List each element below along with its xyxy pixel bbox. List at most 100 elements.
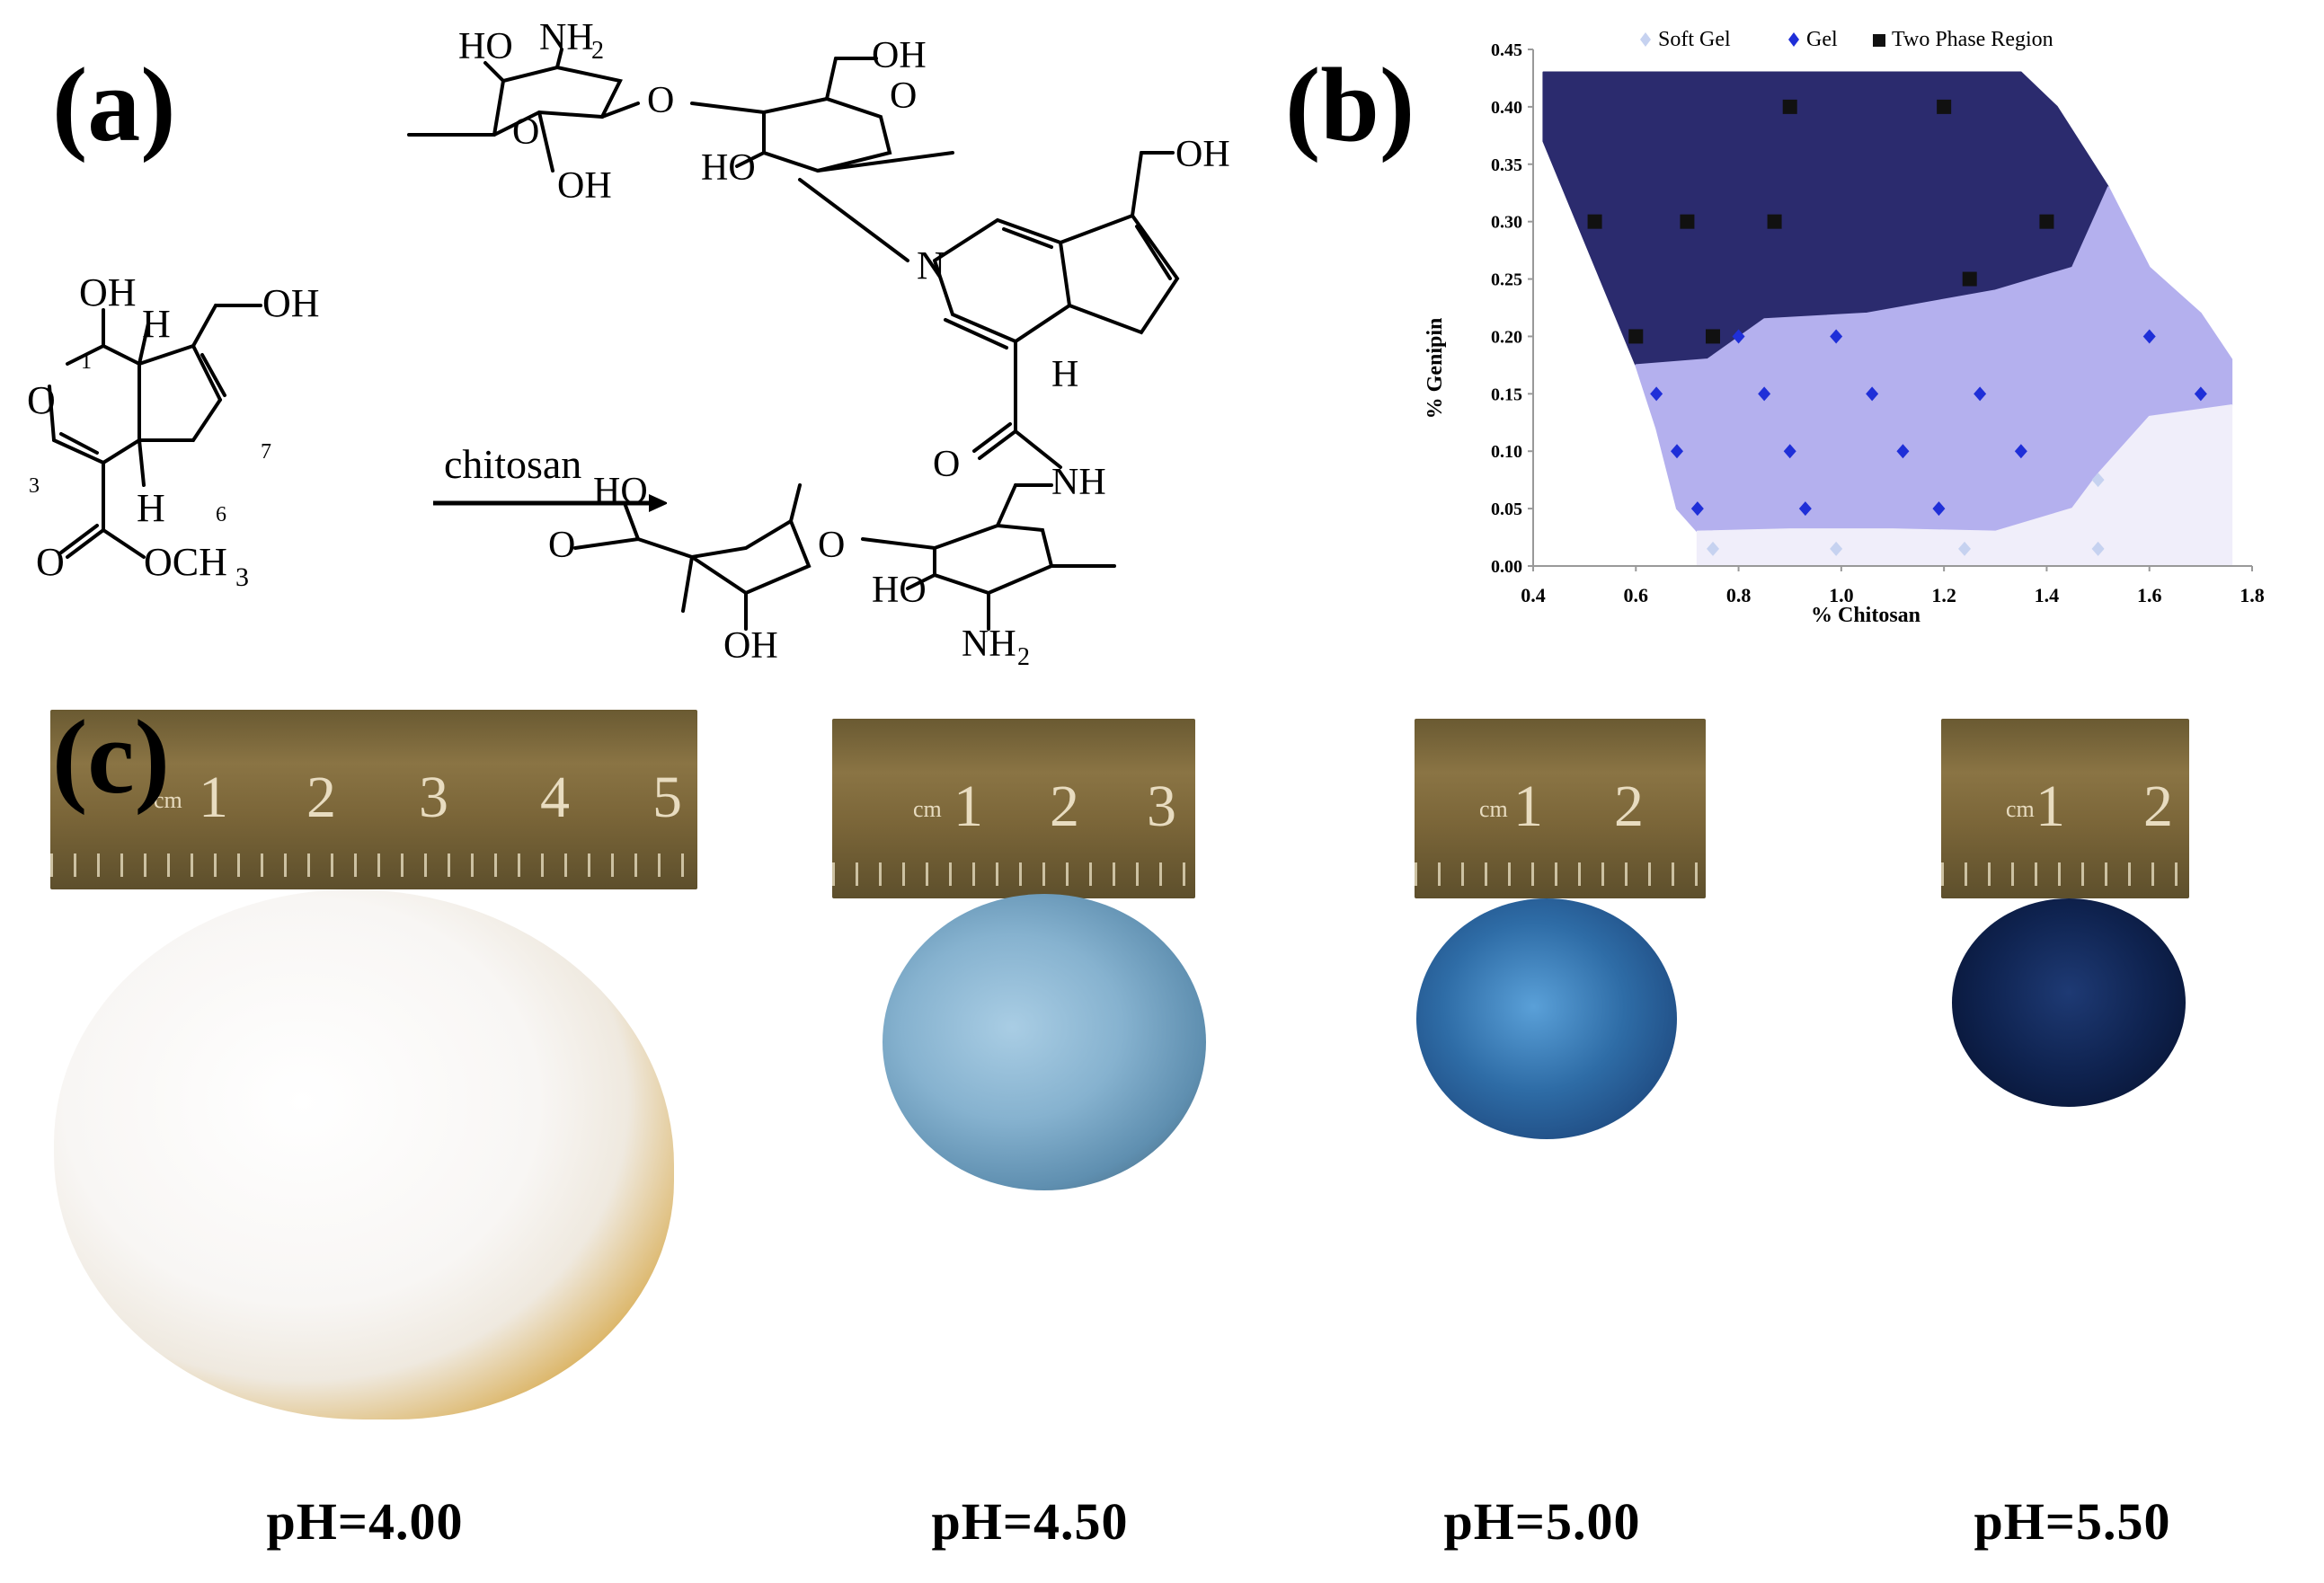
reaction-arrow xyxy=(433,494,667,512)
ruler-sample-2: cm 1 2 3 xyxy=(832,719,1195,898)
ruler-number: 4 xyxy=(540,765,570,830)
product-ring-o-1: O xyxy=(512,111,539,153)
point-two-phase-region xyxy=(2039,214,2054,229)
point-gel xyxy=(1932,501,1946,517)
ruler-number: 3 xyxy=(1147,774,1176,839)
point-soft-gel xyxy=(1707,541,1719,556)
point-two-phase-region xyxy=(1767,214,1782,229)
x-tick-label: 1.6 xyxy=(2137,584,2162,606)
ruler-cm-label: cm xyxy=(2006,796,2035,822)
point-soft-gel xyxy=(1830,541,1843,556)
legend-label-two-phase-region: Two Phase Region xyxy=(1892,28,2053,51)
product-oh-3: OH xyxy=(1175,134,1230,175)
legend-marker-two-phase-region xyxy=(1873,34,1885,47)
genipin-och3-sub: 3 xyxy=(235,562,249,592)
ruler-sample-4: cm 1 2 xyxy=(1941,719,2189,898)
point-gel xyxy=(1830,329,1843,344)
x-tick-label: 1.0 xyxy=(1829,584,1854,606)
product-oh-2: OH xyxy=(872,35,927,76)
genipin-ring-o: O xyxy=(27,378,56,422)
point-gel xyxy=(1671,444,1683,459)
point-gel xyxy=(1974,386,1987,402)
ph-label-sample-4: pH=5.50 xyxy=(1974,1492,2171,1551)
ruler-number: 2 xyxy=(2143,774,2173,839)
legend-marker-gel xyxy=(1788,32,1799,47)
locant-3: 3 xyxy=(29,474,40,498)
y-tick-label: 0.10 xyxy=(1491,442,1522,462)
y-tick-label: 0.30 xyxy=(1491,213,1522,233)
ruler-cm-label: cm xyxy=(154,787,182,813)
ruler-number: 5 xyxy=(652,765,682,830)
point-gel xyxy=(1866,386,1879,402)
gel-sample-ph-5-00 xyxy=(1416,898,1677,1139)
genipin-carbonyl-o: O xyxy=(36,540,65,584)
genipin-och3: OCH xyxy=(144,540,227,584)
x-axis-label: % Chitosan xyxy=(1811,604,1920,627)
legend-marker-soft-gel xyxy=(1640,32,1651,47)
ph-label-sample-3: pH=5.00 xyxy=(1443,1492,1641,1551)
ruler-number: 3 xyxy=(419,765,448,830)
genipin-structure: OH OH H H O O OCH 3 1 3 6 7 xyxy=(27,270,320,592)
point-gel xyxy=(2142,329,2156,344)
ph-label-sample-2: pH=4.50 xyxy=(931,1492,1129,1551)
product-nh2-2: NH xyxy=(962,623,1016,665)
point-two-phase-region xyxy=(1937,99,1952,114)
y-tick-label: 0.40 xyxy=(1491,98,1522,118)
y-tick-label: 0.35 xyxy=(1491,155,1522,175)
ruler-cm-label: cm xyxy=(913,796,942,822)
chart-legend: Soft Gel Gel Two Phase Region xyxy=(1640,28,2053,51)
product-ho-1: HO xyxy=(458,26,513,67)
point-gel xyxy=(1798,501,1812,517)
y-tick-label: 0.00 xyxy=(1491,557,1522,577)
product-oh-5: OH xyxy=(723,625,778,665)
point-gel xyxy=(1732,329,1745,344)
locant-7: 7 xyxy=(261,440,271,464)
chart-regions xyxy=(1542,71,2233,567)
point-gel xyxy=(1690,501,1704,517)
chart-axes: 0.4 0.6 0.8 1.0 1.2 1.4 1.6 1.8 0.00 0.05 0.10 0.15… xyxy=(1491,40,2265,606)
product-ho-2: HO xyxy=(701,147,756,189)
point-two-phase-region xyxy=(1628,329,1644,344)
point-two-phase-region xyxy=(1706,329,1720,344)
y-tick-label: 0.45 xyxy=(1491,40,1522,60)
phase-diagram-chart: 0.4 0.6 0.8 1.0 1.2 1.4 1.6 1.8 0.00 0.05 0.10 0.15… xyxy=(1425,28,2265,627)
product-ho-3: HO xyxy=(593,471,648,512)
product-amide-o: O xyxy=(933,444,960,485)
ruler-number: 1 xyxy=(199,765,228,830)
panel-b-label: (b) xyxy=(1285,46,1415,164)
point-soft-gel xyxy=(2091,473,2105,488)
product-nh2-1-sub: 2 xyxy=(591,37,604,65)
ruler-number: 2 xyxy=(1050,774,1079,839)
ph-label-sample-1: pH=4.00 xyxy=(266,1492,464,1551)
y-tick-label: 0.15 xyxy=(1491,385,1522,404)
product-glyco-o-1: O xyxy=(647,80,674,121)
product-ho-4: HO xyxy=(872,570,927,611)
ruler-number: 1 xyxy=(954,774,983,839)
point-gel xyxy=(1758,386,1771,402)
point-soft-gel xyxy=(2091,541,2105,556)
product-chain-o: O xyxy=(548,525,575,566)
x-tick-label: 1.8 xyxy=(2240,584,2265,606)
chart-points xyxy=(1587,99,2207,556)
panel-a-label: (a) xyxy=(52,46,176,164)
y-axis-label: % Genipin xyxy=(1425,318,1447,420)
chitosan-genipin-product-structure: HO NH 2 OH O O HO O OH N OH H O NH OH HO… xyxy=(407,18,1230,665)
point-gel xyxy=(1896,444,1910,459)
product-h: H xyxy=(1051,354,1078,395)
product-ring-o-2: O xyxy=(890,75,917,117)
point-gel xyxy=(2194,386,2207,402)
point-gel xyxy=(1783,444,1796,459)
product-nh2-2-sub: 2 xyxy=(1017,643,1030,665)
product-glyco-o-2: O xyxy=(818,525,845,566)
product-amide-nh: NH xyxy=(1051,462,1106,503)
product-nh2-1: NH xyxy=(539,18,594,58)
ruler-cm-label: cm xyxy=(1479,796,1508,822)
reaction-reagent-label: chitosan xyxy=(444,441,582,487)
genipin-oh1: OH xyxy=(79,270,137,314)
panel-c-label: (c) xyxy=(52,698,170,816)
ruler-number: 2 xyxy=(1614,774,1644,839)
point-two-phase-region xyxy=(1587,214,1602,229)
point-two-phase-region xyxy=(1782,99,1797,114)
x-tick-label: 1.2 xyxy=(1931,584,1956,606)
ruler-number: 1 xyxy=(2036,774,2065,839)
